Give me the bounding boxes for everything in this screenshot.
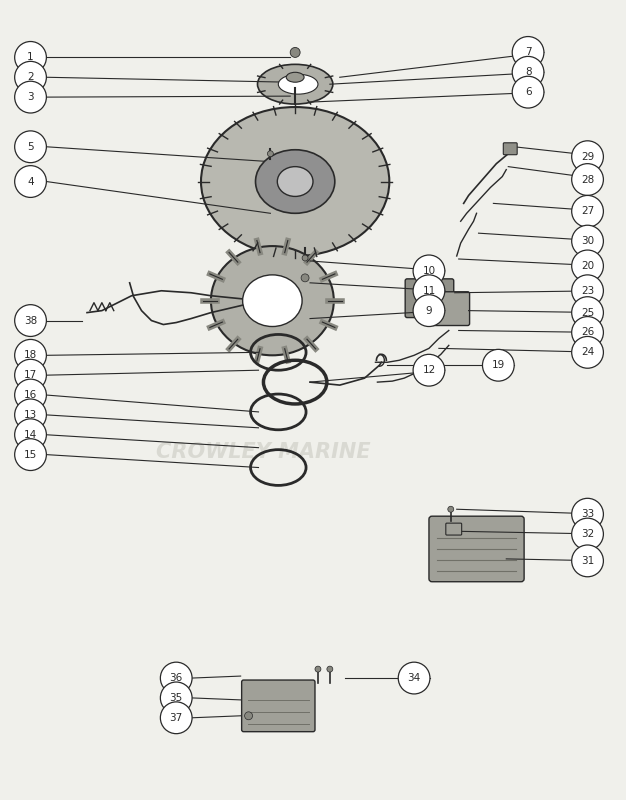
Circle shape bbox=[160, 682, 192, 714]
Text: 12: 12 bbox=[423, 366, 436, 375]
Circle shape bbox=[572, 545, 603, 577]
FancyBboxPatch shape bbox=[429, 516, 524, 582]
Ellipse shape bbox=[286, 72, 304, 82]
Circle shape bbox=[572, 164, 603, 195]
Text: 20: 20 bbox=[581, 261, 594, 271]
Text: 35: 35 bbox=[170, 693, 183, 703]
Text: 36: 36 bbox=[170, 673, 183, 683]
FancyBboxPatch shape bbox=[242, 680, 315, 732]
Circle shape bbox=[301, 274, 309, 282]
Circle shape bbox=[512, 76, 544, 108]
Text: 7: 7 bbox=[525, 47, 531, 58]
Text: 9: 9 bbox=[426, 306, 433, 316]
Ellipse shape bbox=[257, 64, 333, 104]
Circle shape bbox=[327, 666, 333, 672]
Circle shape bbox=[14, 359, 46, 391]
Circle shape bbox=[14, 131, 46, 162]
Circle shape bbox=[14, 438, 46, 470]
Circle shape bbox=[14, 62, 46, 93]
Circle shape bbox=[448, 506, 454, 512]
Ellipse shape bbox=[277, 166, 313, 197]
Circle shape bbox=[572, 141, 603, 173]
Circle shape bbox=[413, 275, 445, 306]
Ellipse shape bbox=[243, 275, 302, 326]
Circle shape bbox=[483, 350, 514, 381]
Text: 18: 18 bbox=[24, 350, 37, 360]
Circle shape bbox=[413, 294, 445, 326]
Circle shape bbox=[14, 339, 46, 371]
Circle shape bbox=[290, 47, 300, 58]
Circle shape bbox=[14, 82, 46, 113]
Text: 23: 23 bbox=[581, 286, 594, 296]
Circle shape bbox=[245, 712, 252, 720]
Circle shape bbox=[572, 337, 603, 368]
Text: 32: 32 bbox=[581, 529, 594, 539]
Text: 8: 8 bbox=[525, 67, 531, 78]
FancyBboxPatch shape bbox=[503, 142, 517, 154]
Circle shape bbox=[572, 317, 603, 348]
Text: 37: 37 bbox=[170, 713, 183, 722]
Text: 13: 13 bbox=[24, 410, 37, 420]
Text: 11: 11 bbox=[423, 286, 436, 296]
Text: 25: 25 bbox=[581, 308, 594, 318]
Circle shape bbox=[14, 166, 46, 198]
Text: 24: 24 bbox=[581, 347, 594, 358]
Circle shape bbox=[302, 255, 308, 261]
Text: 38: 38 bbox=[24, 315, 37, 326]
Text: 14: 14 bbox=[24, 430, 37, 440]
Text: 26: 26 bbox=[581, 327, 594, 338]
Ellipse shape bbox=[279, 74, 318, 94]
Circle shape bbox=[572, 250, 603, 282]
Circle shape bbox=[572, 195, 603, 227]
Circle shape bbox=[512, 37, 544, 68]
FancyBboxPatch shape bbox=[446, 523, 461, 535]
Text: 28: 28 bbox=[581, 174, 594, 185]
Text: 3: 3 bbox=[27, 92, 34, 102]
Text: 1: 1 bbox=[27, 52, 34, 62]
Circle shape bbox=[14, 42, 46, 74]
Circle shape bbox=[14, 399, 46, 430]
Circle shape bbox=[572, 226, 603, 257]
Circle shape bbox=[512, 57, 544, 88]
Text: 2: 2 bbox=[27, 72, 34, 82]
Text: 33: 33 bbox=[581, 510, 594, 519]
Circle shape bbox=[413, 255, 445, 286]
Text: 16: 16 bbox=[24, 390, 37, 400]
Text: 4: 4 bbox=[27, 177, 34, 186]
Text: 30: 30 bbox=[581, 236, 594, 246]
Circle shape bbox=[160, 662, 192, 694]
Ellipse shape bbox=[255, 150, 335, 214]
Text: CROWLEY MARINE: CROWLEY MARINE bbox=[156, 442, 371, 462]
Circle shape bbox=[572, 275, 603, 306]
Text: 27: 27 bbox=[581, 206, 594, 216]
Circle shape bbox=[14, 379, 46, 411]
Circle shape bbox=[315, 666, 321, 672]
Text: 5: 5 bbox=[27, 142, 34, 152]
Circle shape bbox=[14, 419, 46, 450]
FancyBboxPatch shape bbox=[405, 279, 454, 318]
Text: 10: 10 bbox=[423, 266, 436, 276]
FancyBboxPatch shape bbox=[428, 292, 470, 326]
Text: 34: 34 bbox=[408, 673, 421, 683]
Circle shape bbox=[572, 518, 603, 550]
Circle shape bbox=[14, 305, 46, 337]
Text: 6: 6 bbox=[525, 87, 531, 97]
Text: 31: 31 bbox=[581, 556, 594, 566]
Text: 15: 15 bbox=[24, 450, 37, 460]
Text: 17: 17 bbox=[24, 370, 37, 380]
Text: 29: 29 bbox=[581, 152, 594, 162]
Ellipse shape bbox=[201, 107, 389, 256]
Circle shape bbox=[413, 354, 445, 386]
Circle shape bbox=[572, 498, 603, 530]
Circle shape bbox=[267, 150, 274, 157]
Circle shape bbox=[160, 702, 192, 734]
Circle shape bbox=[398, 662, 430, 694]
Circle shape bbox=[572, 297, 603, 329]
Text: 19: 19 bbox=[491, 360, 505, 370]
Ellipse shape bbox=[211, 246, 334, 355]
